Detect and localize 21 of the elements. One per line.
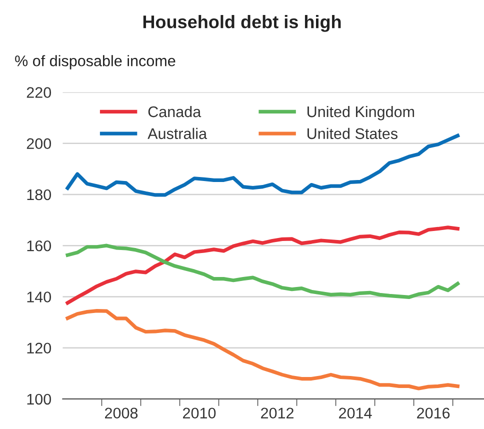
line-series xyxy=(66,308,460,390)
x-tick-label: 2010 xyxy=(183,408,216,419)
y-tick-label: 100 xyxy=(27,394,52,405)
legend-label: Australia xyxy=(148,128,208,140)
legend-label: Canada xyxy=(148,106,202,118)
x-tick-label: 2012 xyxy=(261,408,294,419)
y-tick-label: 120 xyxy=(27,342,52,354)
x-tick-label: 2016 xyxy=(417,408,450,419)
chart-title: Household debt is high xyxy=(143,15,341,32)
y-tick-label: 140 xyxy=(27,292,52,302)
y-tick-label: 200 xyxy=(26,138,52,150)
x-tick-label: 2014 xyxy=(339,408,372,419)
legend-label: United Kingdom xyxy=(308,106,414,120)
y-tick-label: 220 xyxy=(26,87,52,98)
x-tick-label: 2008 xyxy=(105,408,138,419)
y-axis-title: % of disposable income xyxy=(15,55,176,70)
y-tick-label: 160 xyxy=(27,240,52,252)
y-tick-label: 180 xyxy=(27,189,52,200)
line-series xyxy=(66,244,460,300)
line-series xyxy=(66,226,460,305)
legend-label: United States xyxy=(308,128,398,140)
